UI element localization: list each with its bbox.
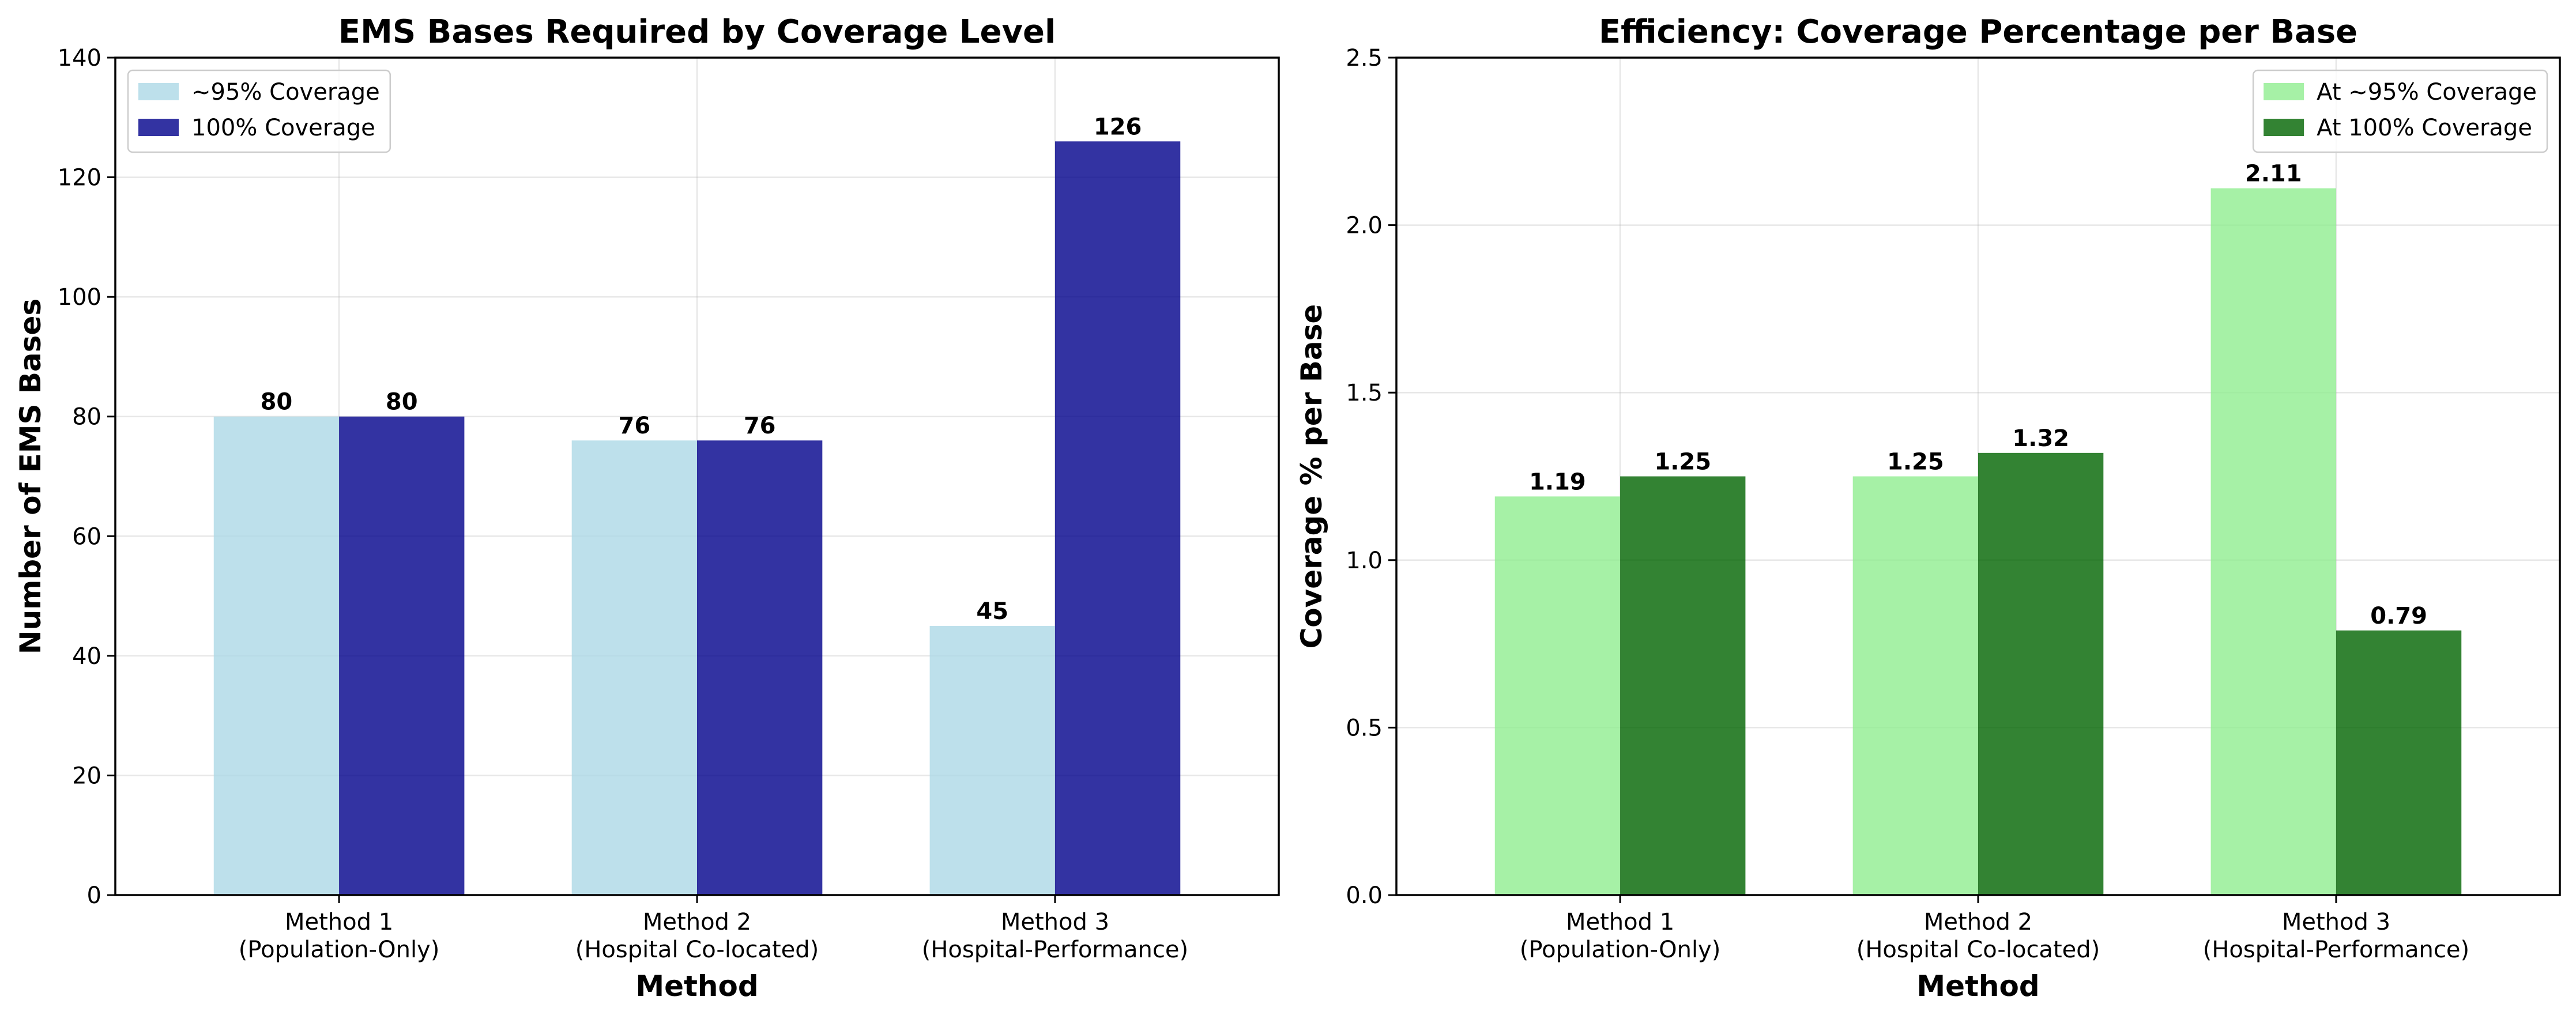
x-tick-label: Method 3 (Hospital-Performance) xyxy=(2203,909,2469,963)
bar xyxy=(1494,496,1621,895)
y-axis: 0.0 0.5 1.0 1.5 2.0 2.5 xyxy=(1346,45,1396,909)
bar-value-label: 1.19 xyxy=(1529,469,1586,495)
y-axis-title: Coverage % per Base xyxy=(1295,304,1328,649)
bar-value-label: 0.79 xyxy=(2370,603,2427,629)
bar-value-label: 45 xyxy=(976,598,1008,625)
legend-frame xyxy=(2252,69,2548,153)
bar xyxy=(929,625,1055,895)
x-axis: Method 1 (Population-Only) Method 2 (Hospit… xyxy=(239,895,1188,963)
legend: ~95% Coverage 100% Coverage xyxy=(127,69,391,153)
legend-frame xyxy=(127,69,391,153)
legend-label: At ~95% Coverage xyxy=(2317,79,2537,105)
chart-panel-1: 80 76 45 80 76 126 0 20 40 60 80 100 120 140 Method 1(… xyxy=(14,13,1280,1003)
bar xyxy=(213,416,340,895)
x-tick-label: Method 1 (Population-Only) xyxy=(1520,909,1721,963)
y-tick-label: 2.5 xyxy=(1346,45,1383,71)
y-axis-title: Number of EMS Bases xyxy=(14,299,47,654)
legend-swatch xyxy=(2264,119,2304,136)
legend-label: 100% Coverage xyxy=(191,115,375,141)
bar xyxy=(339,416,465,895)
y-tick-label: 1.0 xyxy=(1346,548,1383,574)
series-2: 80 76 126 xyxy=(339,114,1181,895)
chart-title: Efficiency: Coverage Percentage per Base xyxy=(1599,13,2357,51)
bar-value-label: 76 xyxy=(744,413,776,439)
bar-value-label: 1.25 xyxy=(1654,449,1711,475)
legend-swatch xyxy=(138,83,179,100)
bar xyxy=(571,440,697,895)
x-tick-label: Method 1 (Population-Only) xyxy=(239,909,440,963)
bar-value-label: 80 xyxy=(261,389,293,416)
series-1: 80 76 45 xyxy=(213,389,1055,895)
legend-label: At 100% Coverage xyxy=(2317,115,2532,141)
x-tick-label: Method 2 (Hospital Co-located) xyxy=(1856,909,2100,963)
bar-value-label: 2.11 xyxy=(2245,161,2302,187)
bar xyxy=(1054,141,1181,895)
bar-value-label: 1.25 xyxy=(1887,449,1944,475)
y-tick-label: 1.5 xyxy=(1346,380,1383,406)
x-tick-label: Method 2 (Hospital Co-located) xyxy=(575,909,819,963)
y-tick-label: 60 xyxy=(72,523,101,550)
legend-label: ~95% Coverage xyxy=(191,79,380,105)
bar-value-label: 126 xyxy=(1094,114,1142,140)
y-tick-label: 100 xyxy=(58,284,101,311)
y-tick-label: 80 xyxy=(72,404,101,431)
x-axis-title: Method xyxy=(1916,969,2039,1003)
x-axis-title: Method xyxy=(635,969,758,1003)
chart-title: EMS Bases Required by Coverage Level xyxy=(338,13,1056,51)
y-tick-label: 0 xyxy=(87,882,101,909)
bar xyxy=(2210,188,2336,896)
legend-swatch xyxy=(2264,83,2304,100)
bar-value-label: 1.32 xyxy=(2012,425,2069,452)
y-tick-label: 0.5 xyxy=(1346,715,1383,741)
bar xyxy=(1852,476,1978,895)
bar-value-label: 80 xyxy=(386,389,418,416)
x-axis: Method 1 (Population-Only) Method 2 (Hospit… xyxy=(1520,895,2469,963)
y-axis: 0 20 40 60 80 100 120 140 xyxy=(58,45,115,909)
bar xyxy=(1620,476,1746,895)
series-2: 1.25 1.32 0.79 xyxy=(1620,425,2462,895)
bar xyxy=(697,440,823,895)
y-tick-label: 20 xyxy=(72,763,101,789)
series-1: 1.19 1.25 2.11 xyxy=(1494,161,2336,896)
legend-swatch xyxy=(138,119,179,136)
bar xyxy=(1978,452,2104,895)
y-tick-label: 0.0 xyxy=(1346,882,1383,909)
bar-value-label: 76 xyxy=(619,413,651,439)
bar xyxy=(2336,630,2462,895)
legend: At ~95% Coverage At 100% Coverage xyxy=(2252,69,2548,153)
y-tick-label: 120 xyxy=(58,165,101,191)
y-tick-label: 140 xyxy=(58,45,101,71)
x-tick-label: Method 3 (Hospital-Performance) xyxy=(922,909,1188,963)
y-tick-label: 2.0 xyxy=(1346,213,1383,239)
chart-panel-2: 1.19 1.25 2.11 1.25 1.32 0.79 0.0 0.5 1.0 1.5 2.0 2… xyxy=(1295,13,2561,1003)
y-tick-label: 40 xyxy=(72,643,101,670)
